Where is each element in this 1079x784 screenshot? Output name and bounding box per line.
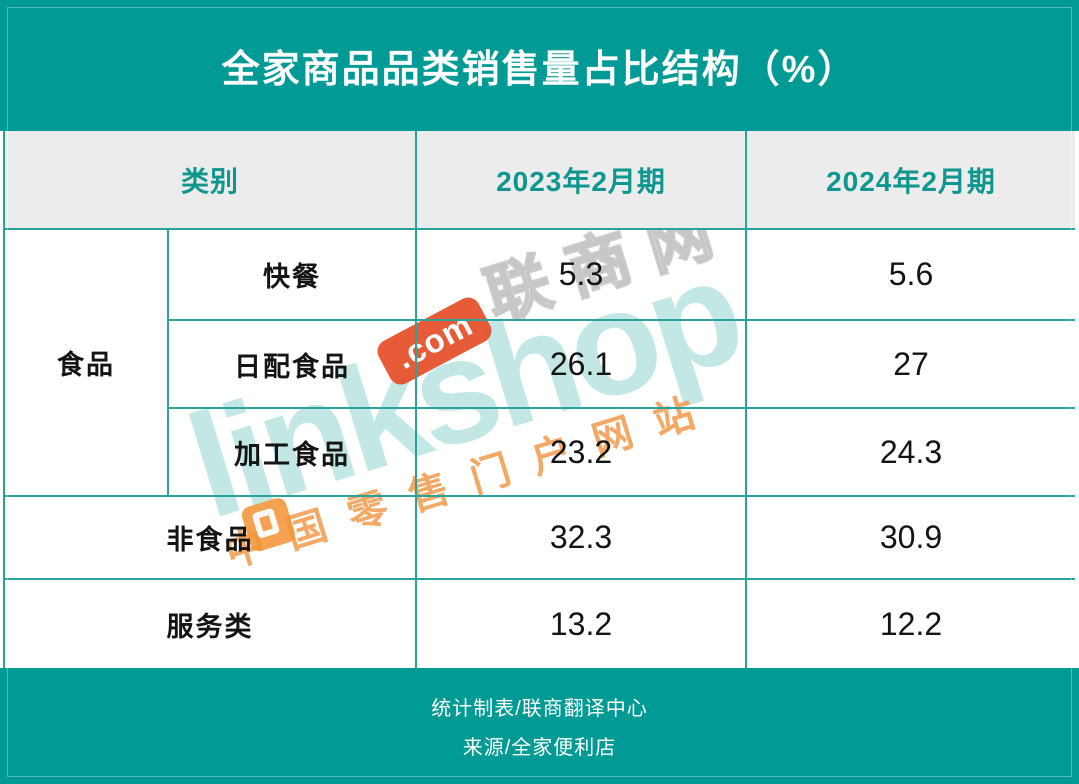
- header-cell-category: 类别: [5, 131, 417, 230]
- value-2023-fast-food: 5.3: [417, 230, 747, 321]
- header-cell-2023: 2023年2月期: [417, 131, 747, 230]
- group-cell-food: 食品: [5, 230, 169, 497]
- value-2023-services: 13.2: [417, 580, 747, 668]
- value-2023-processed-food: 23.2: [417, 409, 747, 497]
- row-label-services: 服务类: [5, 580, 417, 668]
- sales-share-table: 类别 2023年2月期 2024年2月期 食品 快餐 5.3 5.6 日配食品 …: [3, 131, 1075, 668]
- value-2023-non-food: 32.3: [417, 497, 747, 580]
- page-title: 全家商品品类销售量占比结构（%）: [221, 49, 858, 91]
- value-2024-daily-food: 27: [747, 321, 1075, 409]
- value-2024-fast-food: 5.6: [747, 230, 1075, 321]
- footer-credit: 统计制表/联商翻译中心: [431, 698, 648, 720]
- row-label-daily-food: 日配食品: [169, 321, 417, 409]
- row-label-fast-food: 快餐: [169, 230, 417, 321]
- footer-source: 来源/全家便利店: [462, 737, 617, 759]
- value-2024-processed-food: 24.3: [747, 409, 1075, 497]
- value-2024-services: 12.2: [879, 605, 943, 642]
- footer-band: 统计制表/联商翻译中心 来源/全家便利店: [0, 668, 1079, 784]
- row-label-processed-food: 加工食品: [169, 409, 417, 497]
- value-2023-daily-food: 26.1: [417, 321, 747, 409]
- title-band: 全家商品品类销售量占比结构（%）: [0, 0, 1079, 131]
- row-label-non-food: 非食品: [5, 497, 417, 580]
- value-2024-non-food: 30.9: [747, 497, 1075, 580]
- header-cell-2024: 2024年2月期: [747, 131, 1075, 230]
